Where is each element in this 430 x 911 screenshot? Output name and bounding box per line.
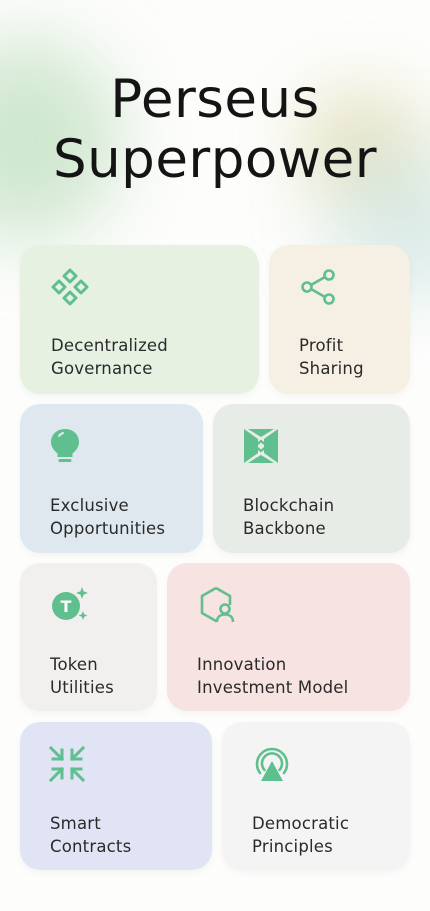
feature-card-democratic-principles[interactable]: Democratic Principles (222, 722, 410, 870)
share-icon (298, 267, 338, 307)
feature-card-profit-sharing[interactable]: Profit Sharing (269, 245, 410, 394)
feature-card-token-utilities[interactable]: T Token Utilities (20, 563, 157, 711)
feature-card-smart-contracts[interactable]: Smart Contracts (20, 722, 212, 870)
feature-label: Decentralized Governance (51, 336, 168, 378)
page-title-line-1: Perseus (110, 69, 320, 130)
feature-label: Exclusive Opportunities (50, 496, 166, 538)
feature-card-decentralized-governance[interactable]: Decentralized Governance (20, 245, 259, 394)
compress-arrows-icon (47, 744, 87, 784)
svg-text:T: T (61, 597, 72, 616)
feature-label: Innovation Investment Model (197, 655, 349, 697)
feature-label: Democratic Principles (252, 814, 350, 856)
token-sparkle-icon: T (49, 585, 89, 625)
lightbulb-icon (45, 426, 85, 466)
feature-label: Profit Sharing (299, 336, 364, 378)
broadcast-triangle-icon (252, 744, 292, 784)
diamond-cluster-icon (50, 267, 90, 307)
feature-label: Token Utilities (50, 655, 114, 697)
feature-card-blockchain-backbone[interactable]: Blockchain Backbone (213, 404, 410, 553)
feature-label: Blockchain Backbone (243, 496, 335, 538)
blockchain-cube-icon (241, 426, 281, 466)
page-title: Perseus Superpower (0, 70, 430, 190)
feature-label: Smart Contracts (50, 814, 132, 856)
page-title-line-2: Superpower (52, 129, 378, 190)
feature-card-exclusive-opportunities[interactable]: Exclusive Opportunities (20, 404, 203, 553)
feature-card-innovation-investment-model[interactable]: Innovation Investment Model (167, 563, 410, 711)
hexagon-user-icon (196, 585, 236, 625)
